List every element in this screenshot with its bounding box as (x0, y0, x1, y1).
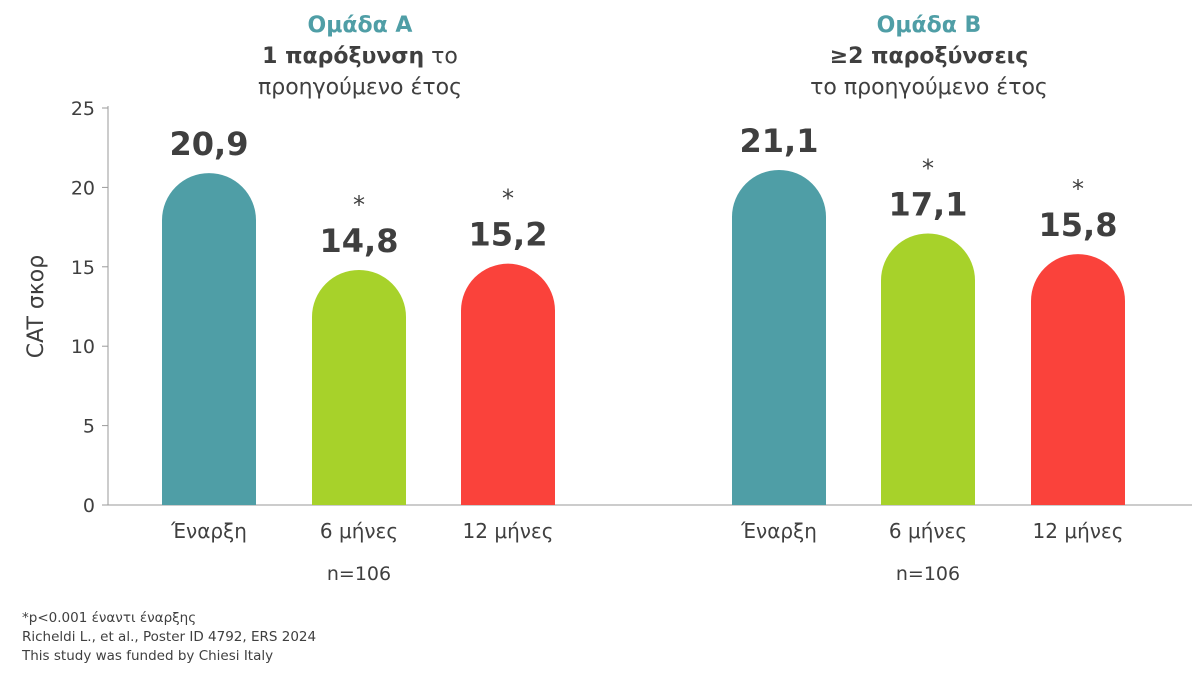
footnote-reference: Richeldi L., et al., Poster ID 4792, ERS… (22, 629, 317, 645)
significance-star: * (502, 185, 514, 213)
x-tick-label: 12 μήνες (1033, 519, 1124, 543)
x-tick-label: Έναρξη (170, 519, 247, 543)
group-a-title: Ομάδα Α (307, 13, 413, 38)
bar (461, 263, 555, 505)
group-a-subtitle-line2: προηγούμενο έτος (258, 75, 462, 100)
y-axis-label: CAT σκορ (24, 255, 49, 358)
group-b-title: Ομάδα Β (876, 13, 982, 38)
y-tick-label: 0 (83, 495, 95, 517)
x-tick-label: 6 μήνες (889, 519, 967, 543)
bar (312, 269, 406, 505)
x-tick-label: 6 μήνες (320, 519, 398, 543)
bar (162, 173, 256, 505)
y-tick-label: 25 (71, 98, 95, 120)
significance-star: * (353, 191, 365, 219)
y-tick-label: 10 (71, 336, 95, 358)
group-b-subtitle: ≥2 παροξύνσεις (749, 41, 1109, 72)
footnote-funding: This study was funded by Chiesi Italy (22, 648, 274, 664)
data-label: 17,1 (889, 185, 968, 223)
footnote-significance: *p<0.001 έναντι έναρξης (22, 610, 197, 626)
group-a-subtitle: 1 παρόξυνση το (180, 41, 540, 72)
data-label: 15,8 (1039, 206, 1118, 244)
data-label: 15,2 (469, 216, 548, 254)
group-b-header: Ομάδα Β ≥2 παροξύνσεις το προηγούμενο έτ… (749, 10, 1109, 103)
group-a-subtitle-bold: 1 παρόξυνση (262, 44, 425, 69)
bar (732, 169, 826, 505)
data-label: 21,1 (740, 122, 819, 160)
significance-star: * (1072, 175, 1084, 203)
group-b-subtitle-line2: το προηγούμενο έτος (810, 75, 1048, 100)
x-tick-label: 12 μήνες (463, 519, 554, 543)
y-tick-label: 5 (83, 416, 95, 438)
n-label: n=106 (327, 563, 391, 585)
n-label: n=106 (896, 563, 960, 585)
significance-star: * (922, 154, 934, 182)
bar (1031, 254, 1125, 505)
footnotes: *p<0.001 έναντι έναρξης Richeldi L., et … (22, 609, 316, 666)
y-tick-label: 20 (71, 177, 95, 199)
bar (881, 233, 975, 506)
data-label: 14,8 (320, 222, 399, 260)
group-b-subtitle-bold: ≥2 παροξύνσεις (829, 44, 1029, 69)
group-a-header: Ομάδα Α 1 παρόξυνση το προηγούμενο έτος (180, 10, 540, 103)
data-label: 20,9 (170, 125, 249, 163)
y-tick-label: 15 (71, 257, 95, 279)
x-tick-label: Έναρξη (740, 519, 817, 543)
group-a-subtitle-rest: το (424, 44, 458, 69)
